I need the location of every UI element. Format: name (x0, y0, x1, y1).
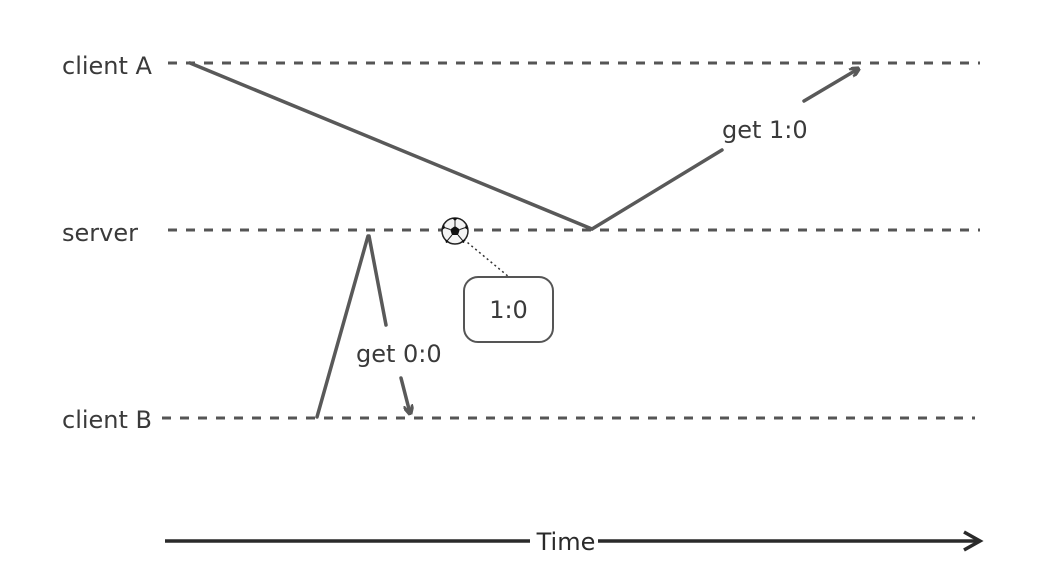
message-get-0-0-segment-upper (367, 234, 388, 327)
state-box: 1:0 (463, 276, 554, 343)
message-client-a-to-server (188, 61, 594, 231)
message-get-0-0-label: get 0:0 (356, 340, 442, 368)
message-get-0-0-arrow (399, 376, 410, 413)
lane-label-server: server (62, 219, 138, 247)
time-axis-arrowhead (963, 530, 984, 552)
lane-label-client-a: client A (62, 52, 153, 80)
time-axis-label: Time (536, 528, 596, 556)
soccer-ball-icon (441, 217, 469, 245)
message-client-b-to-server (315, 234, 370, 419)
state-box-value: 1:0 (489, 296, 528, 324)
message-get-1-0-segment-lower (590, 148, 724, 231)
message-get-1-0-label: get 1:0 (722, 116, 808, 144)
message-get-1-0-arrow (802, 69, 858, 103)
lane-label-client-b: client B (62, 406, 152, 434)
